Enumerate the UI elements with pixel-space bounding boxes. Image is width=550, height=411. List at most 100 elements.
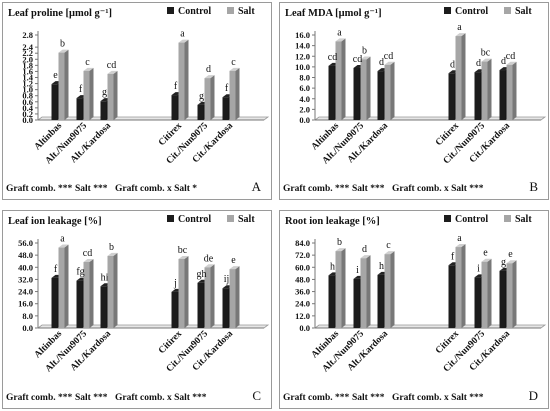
y-tick-label: 1.0	[22, 85, 33, 95]
stats-text: Graft comb. ***	[283, 393, 349, 403]
y-tick-label: 0.2	[22, 109, 33, 119]
panel-letter: A	[252, 179, 262, 194]
stats: Graft comb. *** Salt *** Graft comb. x Sal…	[283, 184, 484, 194]
stats-text: Salt ***	[352, 184, 385, 194]
sig-letter-control: h	[379, 261, 384, 272]
y-tick-label: 0.0	[22, 115, 33, 125]
bar-salt	[107, 252, 118, 328]
y-tick-label: 0.0	[299, 115, 310, 125]
bar-salt	[455, 244, 466, 328]
legend-label-salt: Salt	[238, 6, 255, 17]
sig-letter-salt: a	[180, 29, 185, 40]
stats-text: Salt ***	[75, 393, 108, 403]
y-tick-label: 16.0	[295, 30, 310, 40]
sig-letter-salt: de	[204, 253, 214, 264]
y-tick-label: 16.0	[18, 299, 33, 309]
sig-letter-salt: a	[457, 22, 462, 33]
bar-salt	[178, 255, 189, 328]
sig-letter-salt: cd	[107, 60, 116, 71]
bar-salt	[229, 67, 240, 120]
sig-letter-control: gh	[197, 269, 207, 280]
bar-salt	[335, 248, 346, 328]
bar-salt	[360, 255, 371, 328]
y-tick-label: 6.0	[299, 83, 310, 93]
stats-text: Graft comb. x Salt ***	[115, 393, 207, 403]
sig-letter-control: f	[79, 84, 83, 95]
panel-letter: C	[252, 388, 261, 403]
bar-salt	[58, 49, 69, 120]
stats: Graft comb. *** Salt *** Graft comb. x Sal…	[6, 393, 207, 403]
legend-label-control: Control	[178, 6, 211, 17]
y-tick-label: 32.0	[18, 274, 33, 284]
sig-letter-control: g	[501, 257, 506, 268]
chart-title: Leaf proline [μmol g⁻¹]	[8, 8, 112, 19]
bar-salt	[506, 61, 517, 120]
y-tick-label: 10.0	[295, 62, 310, 72]
legend-swatch-control	[444, 215, 451, 222]
bar-salt	[204, 75, 215, 120]
y-tick-label: 0.6	[22, 97, 33, 107]
y-tick-label: 2.0	[299, 104, 310, 114]
y-tick-label: 2.2	[22, 48, 33, 58]
bar-salt	[58, 244, 69, 328]
y-tick-label: 2.4	[22, 42, 33, 52]
panel-B: Leaf MDA [μmol g⁻¹] Control Salt 0.02.04.06…	[279, 2, 549, 200]
sig-letter-salt: b	[109, 242, 114, 253]
bar-salt	[229, 266, 240, 328]
panel-letter: B	[529, 179, 538, 194]
legend-label-salt: Salt	[515, 214, 532, 225]
y-tick-label: 8.0	[22, 311, 33, 321]
legend-label-control: Control	[178, 214, 211, 225]
chart-title: Leaf MDA [μmol g⁻¹]	[285, 8, 382, 19]
y-tick-label: 12.0	[295, 311, 310, 321]
legend: Control Salt	[444, 6, 532, 17]
sig-letter-salt: cd	[506, 51, 515, 62]
bars: e b f c g cd f a g d f c	[51, 29, 240, 120]
sig-letter-salt: cd	[384, 51, 393, 62]
sig-letter-control: g	[199, 91, 204, 102]
sig-letter-control: f	[174, 81, 178, 92]
bar-salt	[506, 260, 517, 328]
stats-text: Graft comb. x Salt ***	[392, 393, 484, 403]
sig-letter-control: j	[173, 278, 177, 289]
y-axis: 0.00.20.40.60.81.01.21.41.61.82.02.22.4 2…	[22, 30, 39, 125]
y-tick-label: 4.0	[299, 94, 310, 104]
sig-letter-salt: bc	[481, 48, 491, 59]
legend-swatch-salt	[227, 215, 234, 222]
stats-text: Graft comb. ***	[6, 393, 72, 403]
bar-salt	[83, 258, 94, 328]
sig-letter-salt: c	[231, 57, 236, 68]
bar-salt	[83, 67, 94, 120]
y-tick-label: 60.0	[295, 262, 310, 272]
y-tick-label: 72.0	[295, 250, 310, 260]
panel-C: Leaf ion leakage [%] Control Salt 0.0 8.0 16.…	[2, 210, 272, 409]
bar-salt	[455, 33, 466, 120]
stats-text: Salt ***	[75, 184, 108, 194]
y-tick-label: 0.0	[299, 323, 310, 333]
stats-text: Graft comb. ***	[6, 184, 72, 194]
bar-salt	[178, 39, 189, 120]
y-tick-label: 0.0	[22, 323, 33, 333]
y-tick-label: 48.0	[295, 274, 310, 284]
y-tick-label: 24.0	[295, 299, 310, 309]
sig-letter-salt: b	[60, 39, 65, 50]
stats-text: Graft comb. x Salt ***	[392, 184, 484, 194]
chart-title: Root ion leakage [%]	[285, 216, 380, 227]
sig-letter-control: hi	[101, 272, 109, 283]
bar-salt	[204, 264, 215, 328]
y-tick-label: 48.0	[18, 250, 33, 260]
sig-letter-salt: d	[206, 64, 211, 75]
sig-letter-control: d	[501, 56, 506, 67]
sig-letter-salt: e	[483, 248, 488, 259]
y-axis: 0.0 12.0 24.0 36.0 48.0 60.0 72.0 84.0	[295, 238, 316, 333]
legend-swatch-salt	[504, 7, 511, 14]
sig-letter-control: d	[476, 58, 481, 69]
y-tick-label: 24.0	[18, 287, 33, 297]
y-tick-label: 2.0	[22, 54, 33, 64]
bar-salt	[384, 61, 395, 120]
sig-letter-control: ij	[224, 274, 230, 285]
sig-letter-control: cd	[353, 54, 362, 65]
